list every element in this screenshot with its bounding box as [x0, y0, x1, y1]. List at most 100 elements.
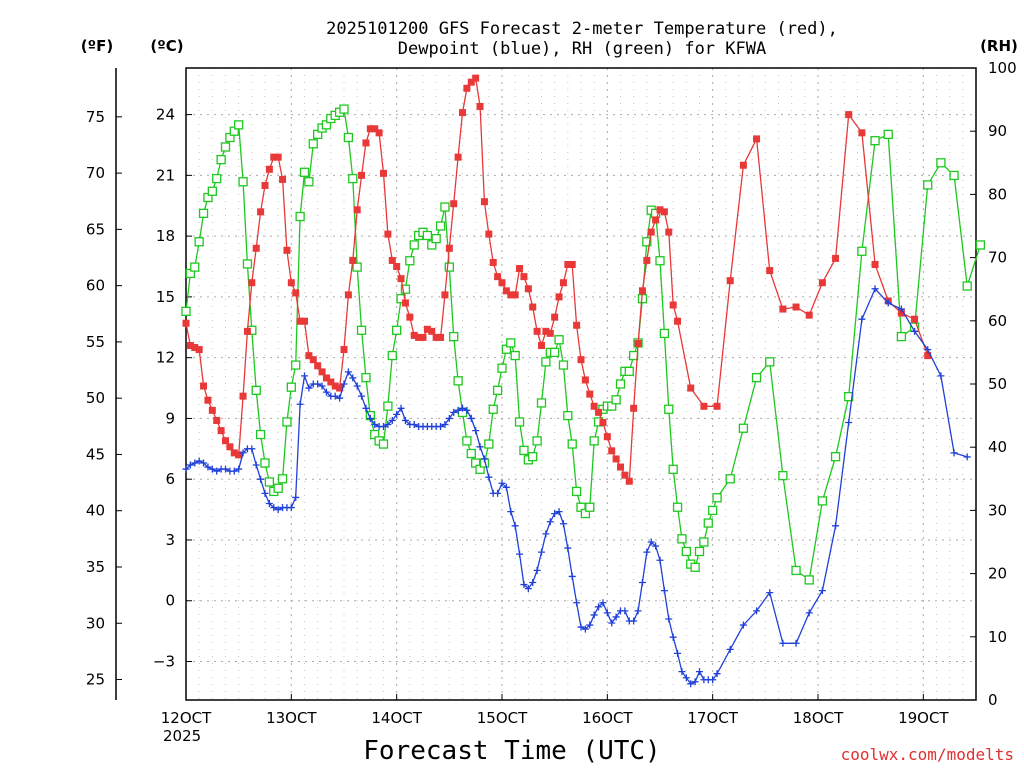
dewpoint-point: [213, 467, 221, 475]
dewpoint-point: [564, 544, 572, 552]
dewpoint-point: [318, 382, 326, 390]
temperature-point: [239, 392, 247, 400]
dewpoint-point: [397, 404, 405, 412]
temperature-point: [235, 451, 243, 459]
rh-unit-label: (RH): [980, 37, 1018, 55]
temperature-point: [643, 256, 651, 264]
temperature-point: [305, 352, 313, 360]
rh-point: [378, 439, 389, 449]
temperature-point: [687, 384, 695, 392]
rh-point: [242, 259, 253, 269]
temperature-point: [472, 74, 480, 82]
rh-point: [392, 325, 402, 335]
temperature-point: [647, 228, 655, 236]
rh-point: [492, 385, 503, 395]
dewpoint-point: [669, 633, 677, 641]
celsius-tick-label: 6: [165, 470, 175, 488]
temperature-point: [222, 437, 229, 445]
rh-point: [194, 237, 204, 247]
dewpoint-point: [380, 423, 387, 431]
dewpoint-point: [454, 406, 462, 414]
dewpoint-point: [696, 668, 703, 676]
rh-tick-label: 90: [988, 122, 1007, 140]
dewpoint-point: [353, 382, 361, 390]
rh-point: [536, 398, 547, 408]
rh-point: [356, 325, 367, 335]
time-axis: 12OCT 13OCT 14OCT 15OCT 16OCT 17OCT 18OCT 19OCT: [161, 694, 949, 727]
temperature-point: [559, 279, 567, 287]
rh-point: [844, 391, 854, 402]
dewpoint-point: [459, 404, 466, 412]
rh-point: [585, 502, 595, 512]
temperature-point: [248, 279, 256, 287]
dewpoint-point: [568, 572, 576, 580]
temperature-point: [283, 246, 291, 254]
temperature-point: [230, 449, 238, 457]
dewpoint-point: [660, 587, 668, 595]
rh-point: [431, 233, 441, 244]
dewpoint-point: [248, 445, 256, 453]
dewpoint-point: [441, 421, 449, 429]
temperature-point: [586, 390, 594, 398]
time-tick-label: 18OCT: [793, 709, 844, 727]
temperature-point: [529, 303, 537, 311]
dewpoint-point: [239, 449, 247, 457]
rh-point: [291, 360, 301, 370]
dewpoint-point: [371, 421, 379, 429]
rh-point: [655, 256, 665, 266]
rh-point: [260, 458, 270, 468]
rh-point: [699, 537, 709, 547]
dewpoint-point: [182, 465, 190, 473]
dewpoint-point: [507, 508, 515, 516]
dewpoint-point: [678, 668, 686, 676]
temperature-point: [459, 109, 466, 117]
celsius-tick-label: 12: [156, 349, 175, 367]
rh-point: [400, 284, 411, 294]
temperature-point: [450, 200, 458, 208]
rh-point: [251, 385, 261, 395]
temperature-point: [454, 153, 462, 161]
temperature-point: [217, 427, 225, 435]
dewpoint-point: [546, 518, 554, 526]
dewpoint-point: [358, 392, 366, 400]
rh-point: [299, 167, 310, 177]
dewpoint-point: [296, 400, 304, 408]
dewpoint-point: [577, 623, 585, 631]
dewpoint-point: [472, 427, 480, 435]
celsius-tick-label: 3: [165, 531, 175, 549]
dewpoint-point: [950, 449, 958, 457]
dewpoint-point: [911, 327, 919, 335]
temperature-point: [595, 408, 603, 416]
rh-point: [405, 256, 415, 266]
dewpoint-point: [191, 459, 199, 467]
celsius-tick-label: −3: [153, 653, 175, 671]
rh-point: [348, 173, 358, 184]
temperature-point: [388, 256, 396, 264]
rh-point: [765, 357, 775, 367]
temperature-point: [502, 287, 510, 295]
dewpoint-point: [573, 599, 581, 607]
dewpoint-point: [590, 611, 598, 619]
temperature-point: [485, 230, 493, 238]
dewpoint-point: [551, 510, 559, 518]
rh-point: [383, 401, 393, 411]
dewpoint-point: [766, 589, 774, 597]
rh-point: [870, 136, 880, 146]
fahrenheit-tick-label: 70: [86, 164, 105, 182]
temperature-point: [832, 254, 840, 262]
temperature-point: [423, 325, 431, 333]
temperature-point: [581, 376, 589, 384]
temperature-point: [349, 256, 357, 264]
dewpoint-point: [858, 315, 866, 323]
temperature-point: [652, 216, 660, 224]
temperature-point: [186, 342, 194, 350]
temperature-point: [630, 404, 638, 412]
dewpoint-point: [476, 443, 484, 451]
rh-point: [677, 534, 687, 544]
temperature-point: [358, 171, 366, 179]
rh-point: [725, 474, 735, 484]
rh-tick-label: 20: [988, 565, 1007, 583]
rh-point: [343, 132, 354, 143]
temperature-point: [406, 313, 414, 321]
rh-point: [510, 350, 520, 361]
